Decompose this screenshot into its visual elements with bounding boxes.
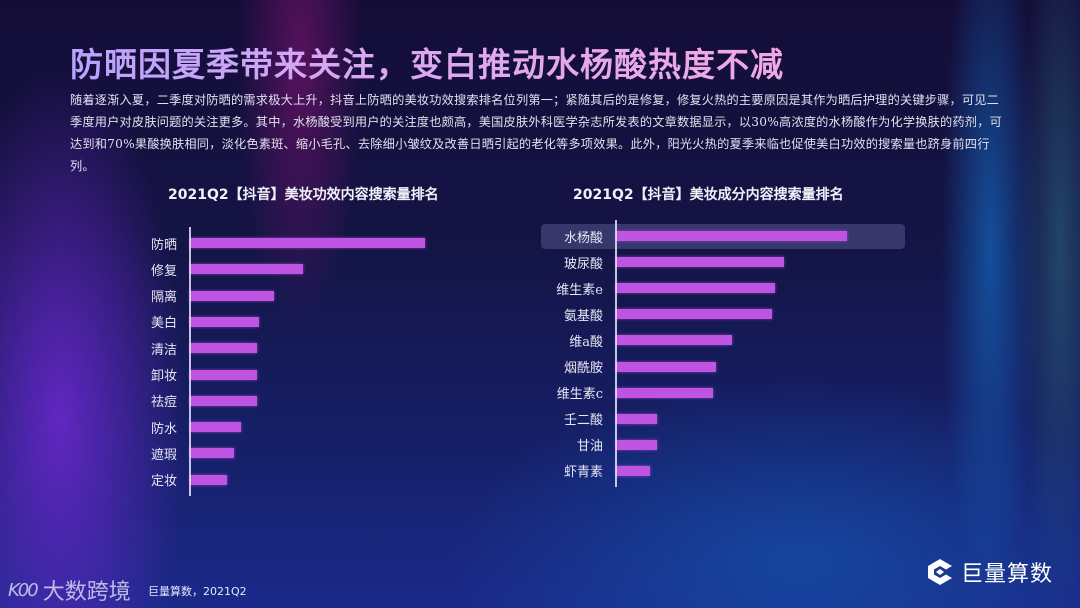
bar-label: 遮瑕 bbox=[150, 447, 177, 463]
right-chart-title: 2021Q2【抖音】美妆成分内容搜索量排名 bbox=[573, 187, 844, 203]
bar-label: 卸妆 bbox=[150, 369, 177, 384]
bar-label: 玻尿酸 bbox=[563, 256, 603, 272]
bar-row: 隔离 bbox=[0, 283, 1080, 309]
bar bbox=[190, 369, 257, 380]
bar bbox=[616, 283, 775, 294]
bar-label: 祛痘 bbox=[150, 395, 177, 411]
brand-logo: 巨量算数 bbox=[925, 556, 1053, 588]
bar-row: 氨基酸 bbox=[0, 301, 1080, 327]
bar-label: 虾青素 bbox=[563, 465, 603, 481]
bar-row: 遮瑕 bbox=[0, 440, 1080, 466]
bar bbox=[616, 361, 716, 372]
bar bbox=[190, 395, 257, 406]
bar-row: 水杨酸 bbox=[0, 223, 1080, 249]
bar-label: 壬二酸 bbox=[563, 413, 603, 429]
bar-row: 祛痘 bbox=[0, 388, 1080, 414]
brand-name: 巨量算数 bbox=[961, 562, 1054, 587]
bar-row: 维生素c bbox=[0, 380, 1080, 406]
bar-row: 玻尿酸 bbox=[0, 249, 1080, 275]
bar-row: 防水 bbox=[0, 414, 1080, 440]
watermark: K00 大数跨境 bbox=[8, 574, 131, 606]
bar-label: 维生素e bbox=[556, 282, 603, 298]
bar bbox=[190, 238, 425, 248]
bar bbox=[190, 290, 274, 301]
bar-label: 防水 bbox=[150, 421, 177, 437]
bar-label: 维生素c bbox=[556, 387, 603, 403]
bar-row: 壬二酸 bbox=[0, 406, 1080, 432]
bar-label: 清洁 bbox=[150, 342, 177, 358]
bar-row: 清洁 bbox=[0, 335, 1080, 361]
bar-row: 虾青素 bbox=[0, 458, 1080, 484]
bar bbox=[616, 387, 713, 398]
page-title: 防晒因夏季带来关注，变白推动水杨酸热度不减 bbox=[70, 38, 784, 86]
bar bbox=[616, 335, 732, 346]
bar-row: 卸妆 bbox=[0, 362, 1080, 388]
y-axis-line bbox=[615, 220, 617, 487]
bar-label: 隔离 bbox=[150, 290, 177, 306]
bar bbox=[190, 343, 257, 354]
bar bbox=[190, 448, 234, 459]
bar bbox=[616, 439, 657, 450]
watermark-logo-icon: K00 bbox=[8, 579, 39, 601]
bar bbox=[190, 264, 303, 275]
bar-label: 维a酸 bbox=[569, 334, 603, 350]
left-chart-title: 2021Q2【抖音】美妆功效内容搜索量排名 bbox=[168, 187, 439, 203]
bar-row: 烟酰胺 bbox=[0, 354, 1080, 380]
bar bbox=[190, 422, 241, 433]
bar-label: 氨基酸 bbox=[563, 308, 603, 324]
bar bbox=[190, 474, 227, 485]
bar-row: 定妆 bbox=[0, 467, 1080, 493]
bar-row: 维a酸 bbox=[0, 327, 1080, 353]
bar-label: 水杨酸 bbox=[563, 230, 603, 246]
bar bbox=[616, 231, 847, 241]
bar bbox=[616, 465, 650, 476]
source-note: 巨量算数，2021Q2 bbox=[148, 585, 247, 598]
bar bbox=[616, 257, 784, 268]
watermark-text: 大数跨境 bbox=[42, 580, 131, 605]
bar-row: 防晒 bbox=[0, 230, 1080, 256]
bar-label: 甘油 bbox=[576, 439, 603, 455]
bar-label: 防晒 bbox=[150, 237, 177, 253]
bar-label: 烟酰胺 bbox=[563, 361, 603, 376]
bar-label: 修复 bbox=[150, 263, 177, 279]
description-paragraph: 随着逐渐入夏，二季度对防晒的需求极大上升，抖音上防晒的美妆功效搜索排名位列第一；… bbox=[70, 93, 1002, 173]
bar bbox=[616, 413, 657, 424]
brand-logo-icon bbox=[928, 559, 952, 585]
bar-label: 定妆 bbox=[150, 474, 177, 490]
bar-row: 修复 bbox=[0, 256, 1080, 282]
bar bbox=[190, 316, 259, 327]
y-axis-line bbox=[189, 227, 191, 496]
bar bbox=[616, 309, 772, 320]
bar-row: 美白 bbox=[0, 309, 1080, 335]
bar-row: 维生素e bbox=[0, 275, 1080, 301]
bar-row: 甘油 bbox=[0, 432, 1080, 458]
bar-label: 美白 bbox=[150, 316, 177, 332]
